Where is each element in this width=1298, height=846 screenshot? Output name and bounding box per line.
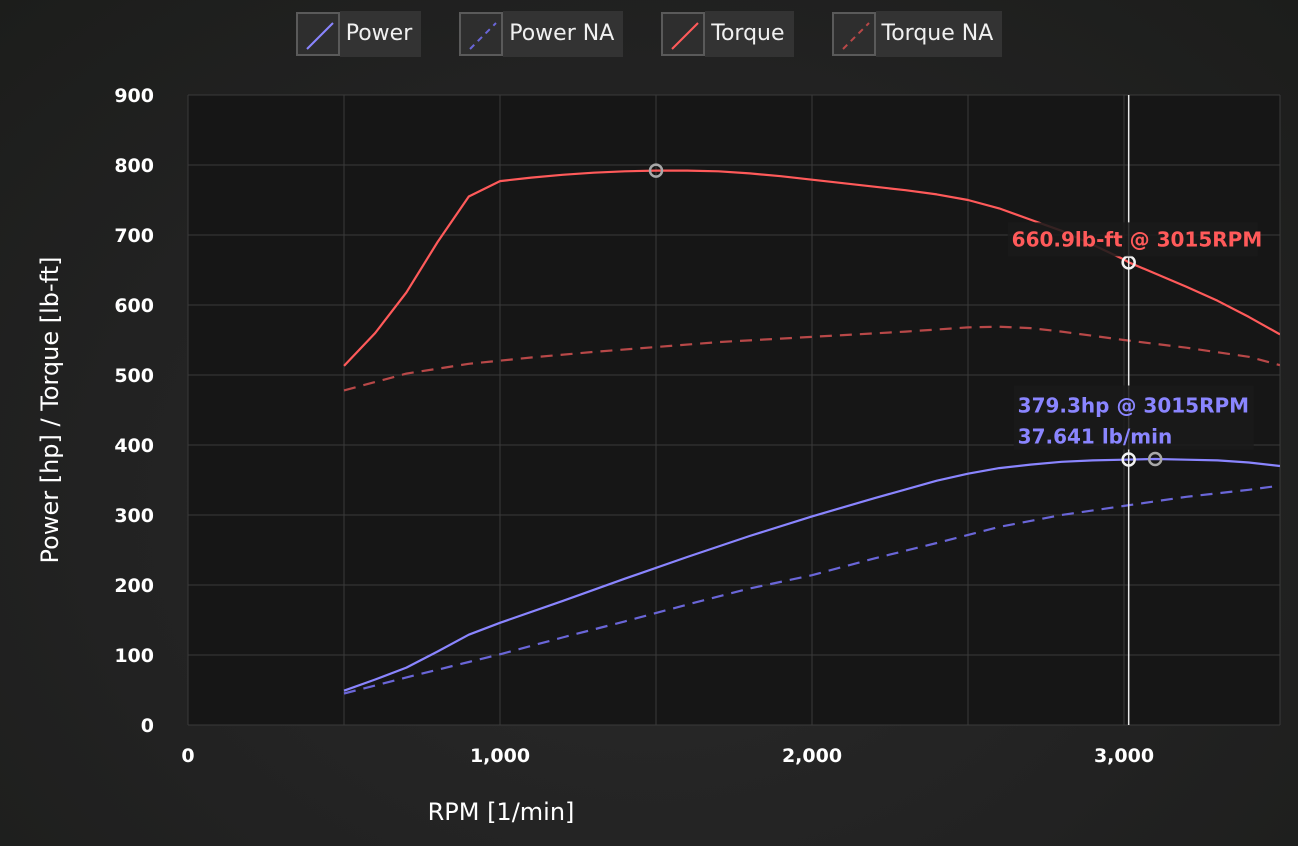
y-axis-title: Power [hp] / Torque [lb-ft] (36, 257, 64, 564)
y-tick-label: 800 (114, 155, 154, 177)
power-tooltip-text-line2: 37.641 lb/min (1018, 424, 1173, 448)
data-point-marker-power[interactable] (1121, 452, 1136, 467)
y-tick-label: 500 (114, 365, 154, 387)
chart-legend: Power Power NA Torque Torque NA (0, 11, 1298, 57)
torque-tooltip-box (1007, 222, 1258, 257)
x-tick-label: 3,000 (1094, 745, 1154, 767)
legend-item-torque[interactable]: Torque (661, 11, 794, 57)
y-tick-label: 300 (114, 505, 154, 527)
x-tick-label: 2,000 (782, 745, 842, 767)
torque-tooltip-text: 660.9lb-ft @ 3015RPM (1012, 227, 1263, 251)
y-tick-label: 100 (114, 645, 154, 667)
data-point-marker-power[interactable] (1147, 451, 1163, 467)
y-tick-label: 900 (114, 85, 154, 107)
y-tick-label: 200 (114, 575, 154, 597)
power-na-dashed-line-icon (459, 12, 504, 56)
y-tick-label: 0 (141, 715, 154, 737)
power-tooltip-box (1013, 385, 1254, 450)
torque-line-icon (661, 12, 706, 56)
legend-item-power-na[interactable]: Power NA (459, 11, 624, 57)
series-line-power-na[interactable] (343, 484, 1280, 695)
legend-label-torque-na: Torque NA (875, 11, 1003, 57)
legend-label-power: Power (339, 11, 422, 57)
power-tooltip-text-line1: 379.3hp @ 3015RPM (1018, 393, 1249, 417)
y-tick-label: 400 (114, 435, 154, 457)
legend-label-power-na: Power NA (503, 11, 624, 57)
y-tick-label: 700 (114, 225, 154, 247)
power-line-icon (295, 12, 340, 56)
torque-na-dashed-line-icon (831, 12, 876, 56)
x-tick-label: 1,000 (470, 745, 530, 767)
legend-label-torque: Torque (705, 11, 794, 57)
x-axis-title: RPM [1/min] (428, 798, 575, 826)
legend-item-torque-na[interactable]: Torque NA (831, 11, 1003, 57)
x-tick-label: 0 (181, 745, 194, 767)
y-tick-label: 600 (114, 295, 154, 317)
legend-item-power[interactable]: Power (295, 11, 422, 57)
data-point-marker-torque[interactable] (648, 163, 664, 178)
series-line-torque[interactable] (343, 169, 1280, 367)
series-line-torque-na[interactable] (343, 325, 1280, 392)
